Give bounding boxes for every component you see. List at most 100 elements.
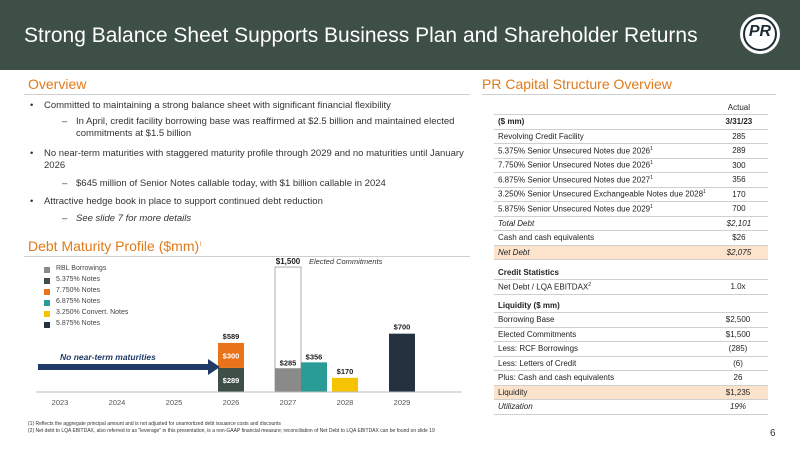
title-bar: Strong Balance Sheet Supports Business P… [0,0,800,70]
debt-chart-title: Debt Maturity Profile ($mm)1 [28,238,202,254]
row-value: $2,500 [708,312,768,328]
row-value: $1,235 [708,385,768,400]
table-row: ($ mm) 3/31/23 [494,114,768,130]
footnote-sup: 1 [703,189,706,196]
debt-chart-title-text: Debt Maturity Profile ($mm) [28,238,200,254]
row-label: 3.250% Senior Unsecured Exchangeable Not… [498,190,704,200]
table-cell [708,265,768,280]
legend-swatch [44,322,50,328]
utilization-row: Utilization 19% [494,399,768,415]
row-label: Total Debt [494,216,710,231]
credit-statistics-table: Credit Statistics Net Debt / LQA EBITDAX… [494,265,768,295]
table-row: 7.750% Senior Unsecured Notes due 20261 … [494,158,768,173]
legend-swatch [44,267,50,273]
legend-label: 3.250% Convert. Notes [56,309,129,316]
elected-commitments-caption: Elected Commitments [309,257,383,266]
sub-bullet-text: In April, credit facility borrowing base… [76,116,455,139]
table-row: Borrowing Base $2,500 [494,312,768,328]
table-row: 6.875% Senior Unsecured Notes due 20271 … [494,172,768,188]
table-row: Revolving Credit Facility 285 [494,129,768,144]
legend-label: 7.750% Notes [56,287,100,294]
bar-segment [218,342,244,368]
bullet-text: Committed to maintaining a strong balanc… [44,100,391,111]
row-value: (285) [708,341,768,357]
dash-icon: – [62,213,68,224]
row-value: 356 [709,172,768,188]
total-label: $700 [394,323,411,332]
footnote-sup: 2 [588,281,592,288]
row-label: 5.875% Senior Unsecured Notes due 2029 [498,204,651,214]
legend-label: 5.375% Notes [56,276,100,283]
x-tick-label: 2027 [280,398,297,407]
sub-bullet-text: See slide 7 for more details [76,213,192,224]
bar-segment [389,333,415,392]
row-value: $2,075 [709,245,768,260]
company-logo: PR [740,14,780,54]
x-tick-label: 2026 [223,398,240,407]
date-header: 3/31/23 [709,114,768,130]
dash-icon: – [62,178,68,189]
x-tick-label: 2029 [394,398,411,407]
page-title: Strong Balance Sheet Supports Business P… [24,24,698,47]
footnote-sup: 1 [650,145,653,152]
page-number: 6 [770,428,776,439]
row-label: Less: Letters of Credit [494,356,708,371]
row-label-cell: 3.250% Senior Unsecured Exchangeable Not… [494,187,710,202]
legend-label: 5.875% Notes [56,320,100,327]
net-debt-row: Net Debt $2,075 [494,245,768,260]
row-value: $2,101 [709,216,768,231]
cap-structure-table: Actual ($ mm) 3/31/23 Revolving Credit F… [494,100,768,260]
liquidity-total-row: Liquidity $1,235 [494,385,768,400]
footnote-sup: 1 [650,160,653,167]
credit-stats-title: Credit Statistics [494,265,708,280]
total-debt-row: Total Debt $2,101 [494,216,768,231]
table-cell [494,100,710,115]
table-row: 5.375% Senior Unsecured Notes due 20261 … [494,143,768,159]
actual-header: Actual [709,100,768,115]
row-value: 300 [709,158,768,173]
row-value: 26 [708,370,768,386]
footnote-2: (2) Net debt to LQA EBITDAX, also referr… [28,428,435,434]
bullet-icon: • [30,100,34,111]
x-tick-label: 2028 [337,398,354,407]
table-row: Elected Commitments $1,500 [494,327,768,342]
table-row: 3.250% Senior Unsecured Exchangeable Not… [494,187,768,202]
legend-swatch [44,278,50,284]
row-value: $26 [709,230,768,246]
row-label: 7.750% Senior Unsecured Notes due 2026 [498,161,651,171]
liquidity-title: Liquidity ($ mm) [494,298,708,313]
row-label-cell: 7.750% Senior Unsecured Notes due 20261 [494,158,710,173]
sub-bullet-text: $645 million of Senior Notes callable to… [76,178,386,189]
row-value: 19% [708,399,768,415]
legend-swatch [44,300,50,306]
row-label: Borrowing Base [494,312,708,328]
table-row: Less: Letters of Credit (6) [494,356,768,371]
footnote-1: (1) Reflects the aggregate principal amo… [28,421,281,427]
row-label-cell: 6.875% Senior Unsecured Notes due 20271 [494,172,710,188]
table-row: Less: RCF Borrowings (285) [494,341,768,357]
cap-structure-divider [482,94,776,95]
x-tick-label: 2024 [109,398,126,407]
row-label: 6.875% Senior Unsecured Notes due 2027 [498,175,651,185]
row-value: 700 [709,201,768,217]
legend-label: 6.875% Notes [56,298,100,305]
legend-label: RBL Borrowings [56,265,107,272]
segment-label: $285 [280,358,297,367]
chart-divider [24,256,470,257]
bullet-icon: • [30,196,34,207]
row-label-cell: Net Debt / LQA EBITDAX2 [494,279,708,295]
row-value: 1.0x [708,279,768,295]
elected-commitments-label: $1,500 [276,257,301,266]
row-label: Plus: Cash and cash equivalents [494,370,708,386]
row-label: Net Debt / LQA EBITDAX [498,282,589,292]
bar-segment [218,367,244,392]
bar-segment [275,368,301,392]
row-label: Utilization [494,399,708,415]
bullet-text: Attractive hedge book in place to suppor… [44,196,323,207]
bar-segment [332,377,358,392]
overview-divider [24,94,470,95]
row-value: (6) [708,356,768,371]
bullet-text: No near-term maturities with staggered m… [44,148,464,171]
row-label-cell: 5.375% Senior Unsecured Notes due 20261 [494,143,710,159]
bar-segment [301,362,327,392]
